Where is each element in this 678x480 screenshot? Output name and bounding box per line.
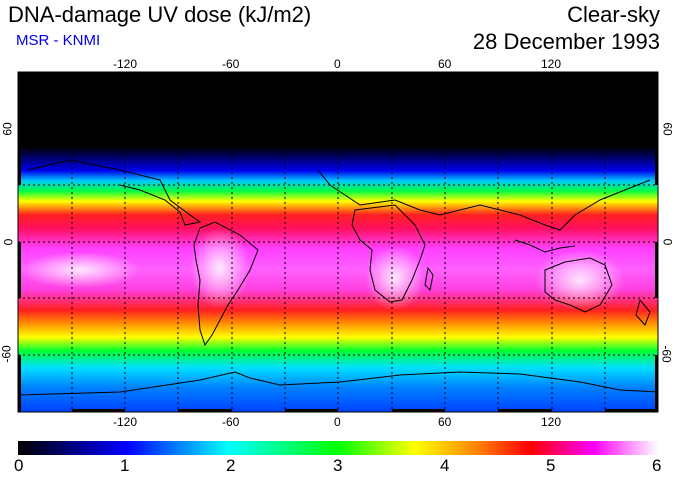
frame-tick — [285, 409, 338, 412]
lon-label-top: -60 — [222, 57, 240, 71]
colorbar-label: 6 — [652, 456, 662, 475]
colorbar — [18, 441, 658, 455]
frame-tick — [498, 72, 552, 75]
coast-africa — [351, 204, 426, 303]
uv-hotspot-africa — [365, 246, 425, 310]
frame-tick — [18, 128, 21, 185]
frame-tick — [392, 72, 445, 75]
lon-label-top: 0 — [334, 57, 341, 71]
graticule — [18, 72, 658, 412]
colorbar-label: 4 — [440, 456, 450, 475]
lat-label-right: -60 — [659, 345, 674, 363]
coast-antarctica — [18, 371, 658, 396]
lon-label-top: 120 — [541, 57, 562, 71]
lat-label-right: 60 — [660, 122, 675, 136]
date-label: 28 December 1993 — [472, 29, 660, 54]
frame-tick — [392, 409, 445, 412]
frame-tick — [285, 72, 338, 75]
frame-tick — [178, 72, 232, 75]
lat-label-left: 60 — [0, 122, 15, 136]
credit-label: MSR - KNMI — [16, 32, 101, 49]
sky-mode-label: Clear-sky — [567, 2, 660, 27]
frame-ticks — [18, 72, 658, 412]
uv-hotspot-south-america — [190, 228, 250, 308]
lat-label-right: 0 — [660, 238, 675, 246]
coast-eurasia — [317, 169, 651, 231]
colorbar-label: 1 — [120, 456, 130, 475]
uv-hotspot-pacific — [20, 252, 140, 288]
colorbar-label: 3 — [333, 456, 343, 475]
colorbar-label: 0 — [14, 456, 24, 475]
coast-madagascar — [424, 266, 434, 292]
uv-hotspot-australia — [535, 250, 625, 310]
frame-tick — [655, 355, 658, 412]
lon-label-bottom: 120 — [541, 415, 562, 429]
frame-tick — [18, 355, 21, 412]
lat-label-left: -60 — [0, 345, 14, 363]
frame-tick — [605, 409, 658, 412]
frame-tick — [178, 409, 232, 412]
lon-label-bottom: -60 — [222, 415, 240, 429]
frame-tick — [498, 409, 552, 412]
coast-new-zealand — [635, 298, 651, 326]
map-title: DNA-damage UV dose (kJ/m2) — [8, 2, 312, 27]
colorbar-label: 5 — [546, 456, 556, 475]
lon-label-top: -120 — [113, 57, 138, 71]
lat-label-left: 0 — [1, 238, 16, 246]
frame-tick — [72, 409, 125, 412]
coast-indonesia — [514, 239, 576, 253]
colorbar-label: 2 — [226, 456, 236, 475]
lon-label-bottom: 0 — [334, 415, 341, 429]
frame-tick — [72, 72, 125, 75]
coast-north-america — [27, 159, 202, 226]
frame-tick — [18, 242, 21, 298]
lon-label-top: 60 — [438, 57, 452, 71]
frame-tick — [605, 72, 658, 75]
lon-label-bottom: 60 — [438, 415, 452, 429]
lon-label-bottom: -120 — [113, 415, 138, 429]
frame-tick — [655, 242, 658, 298]
frame-tick — [655, 128, 658, 185]
